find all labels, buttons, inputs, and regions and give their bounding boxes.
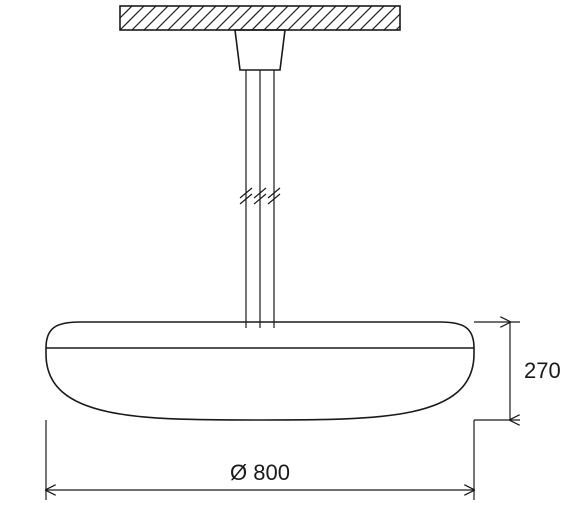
- suspension-cables: [240, 70, 280, 322]
- ceiling-hatched: [120, 6, 400, 30]
- dimension-height: 270: [474, 322, 561, 420]
- dimension-height-label: 270: [524, 358, 561, 383]
- dimension-width: Ø 800: [46, 420, 474, 500]
- light-drawing: Ø 800 270: [0, 0, 564, 531]
- canopy: [235, 30, 285, 70]
- lamp-body: [46, 322, 474, 420]
- dimension-width-label: Ø 800: [230, 460, 290, 485]
